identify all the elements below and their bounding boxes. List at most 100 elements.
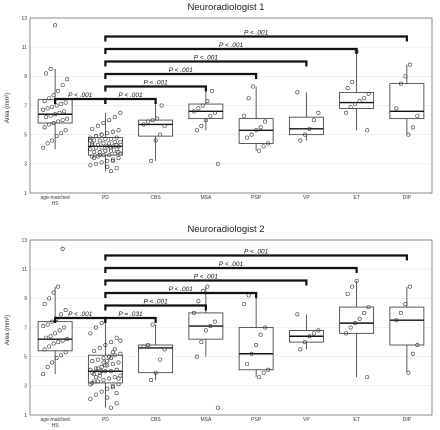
x-tick-label: PD (102, 195, 109, 201)
data-point (53, 23, 58, 28)
data-point (44, 71, 49, 76)
data-point (344, 110, 349, 115)
box-vp (288, 90, 324, 143)
x-tick-label: DIP (403, 417, 412, 423)
data-point (41, 372, 46, 377)
y-tick-label: 13 (21, 16, 27, 22)
box-et (339, 49, 375, 133)
data-point (105, 363, 110, 368)
bracket-line (104, 291, 258, 298)
data-point (366, 91, 371, 96)
data-point (103, 369, 108, 374)
data-point (95, 357, 100, 362)
data-point (406, 370, 411, 375)
data-point (208, 324, 213, 329)
x-tick-label: PD (102, 417, 109, 423)
data-point (47, 344, 52, 349)
x-tick-label: PSP (251, 195, 262, 201)
data-point (112, 353, 117, 358)
data-point (257, 375, 262, 380)
data-point (114, 142, 119, 147)
y-tick-label: 5 (24, 132, 27, 138)
data-point (199, 123, 204, 128)
panel-neuroradiologist-2: Neuroradiologist 2 Area (mm²) 135791113a… (5, 224, 433, 429)
data-point (95, 142, 100, 147)
data-point (410, 351, 415, 356)
data-point (94, 392, 99, 397)
data-point (51, 93, 56, 98)
data-point (60, 83, 65, 88)
data-point (298, 138, 303, 143)
x-tick-label: PSP (251, 417, 262, 423)
data-point (65, 116, 70, 121)
data-point (101, 360, 106, 365)
data-point (51, 121, 56, 126)
box-age-matched-hs (37, 23, 73, 150)
box-pd (87, 321, 123, 410)
data-point (116, 360, 121, 365)
data-point (162, 347, 167, 352)
data-point (109, 405, 114, 410)
data-point (112, 151, 117, 156)
data-point (56, 119, 61, 124)
data-point (54, 134, 59, 139)
data-point (107, 141, 112, 146)
box-dip (389, 284, 425, 375)
data-point (54, 103, 59, 108)
data-point (215, 405, 220, 410)
y-tick-label: 11 (22, 267, 27, 273)
p-value-label: P < .001 (244, 30, 269, 37)
data-point (153, 138, 158, 143)
y-tick-label: 11 (22, 45, 27, 51)
y-axis-label: Area (mm²) (5, 315, 11, 345)
y-tick-label: 7 (24, 103, 27, 109)
data-point (47, 296, 52, 301)
p-value-label: P < .001 (118, 92, 143, 99)
data-point (50, 360, 55, 365)
data-point (350, 284, 355, 289)
data-point (191, 109, 196, 114)
data-point (162, 123, 167, 128)
data-point (51, 290, 56, 295)
data-point (348, 325, 353, 330)
box-body (339, 306, 375, 334)
p-value-label: P < .001 (169, 286, 194, 293)
data-point (245, 135, 250, 140)
comparison-bracket: P < .001 (104, 30, 408, 42)
data-point (88, 396, 93, 401)
data-point (92, 138, 97, 143)
y-axis-label: Area (mm²) (5, 93, 11, 123)
data-point (99, 321, 104, 326)
data-point (298, 347, 303, 352)
data-point (266, 141, 271, 146)
box-body (288, 116, 324, 136)
data-point (101, 153, 106, 158)
data-point (101, 121, 106, 126)
comparison-bracket: P < .001 (104, 80, 207, 92)
data-point (112, 115, 117, 120)
data-point (60, 118, 65, 123)
data-point (112, 375, 117, 380)
data-point (65, 77, 70, 82)
p-value-label: P < .001 (194, 55, 219, 62)
data-point (110, 157, 115, 162)
data-point (407, 284, 412, 289)
data-point (266, 367, 271, 372)
data-point (257, 148, 262, 153)
data-point (114, 335, 119, 340)
data-point (249, 351, 254, 356)
data-point (45, 141, 50, 146)
data-point (110, 129, 115, 134)
data-point (141, 344, 146, 349)
comparison-bracket: P < .001 (54, 311, 107, 323)
bracket-line (104, 254, 408, 261)
x-tick-label: age-matched (41, 195, 70, 201)
box-msa (188, 284, 224, 410)
bracket-line (104, 35, 408, 42)
comparison-bracket: P < .001 (104, 92, 157, 104)
data-point (97, 153, 102, 158)
data-point (118, 373, 123, 378)
data-point (59, 102, 64, 107)
data-point (63, 128, 68, 133)
